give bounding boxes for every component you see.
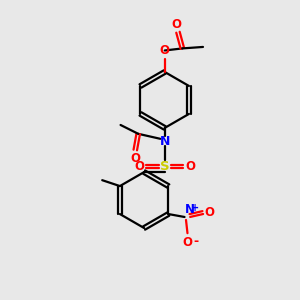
Text: S: S	[160, 160, 169, 173]
Text: +: +	[191, 203, 199, 214]
Text: O: O	[182, 236, 193, 248]
Text: N: N	[160, 135, 170, 148]
Text: O: O	[160, 44, 170, 57]
Text: O: O	[204, 206, 214, 219]
Text: N: N	[185, 203, 195, 216]
Text: O: O	[130, 152, 140, 165]
Text: -: -	[194, 235, 199, 248]
Text: O: O	[185, 160, 195, 173]
Text: O: O	[172, 18, 182, 31]
Text: O: O	[134, 160, 144, 173]
